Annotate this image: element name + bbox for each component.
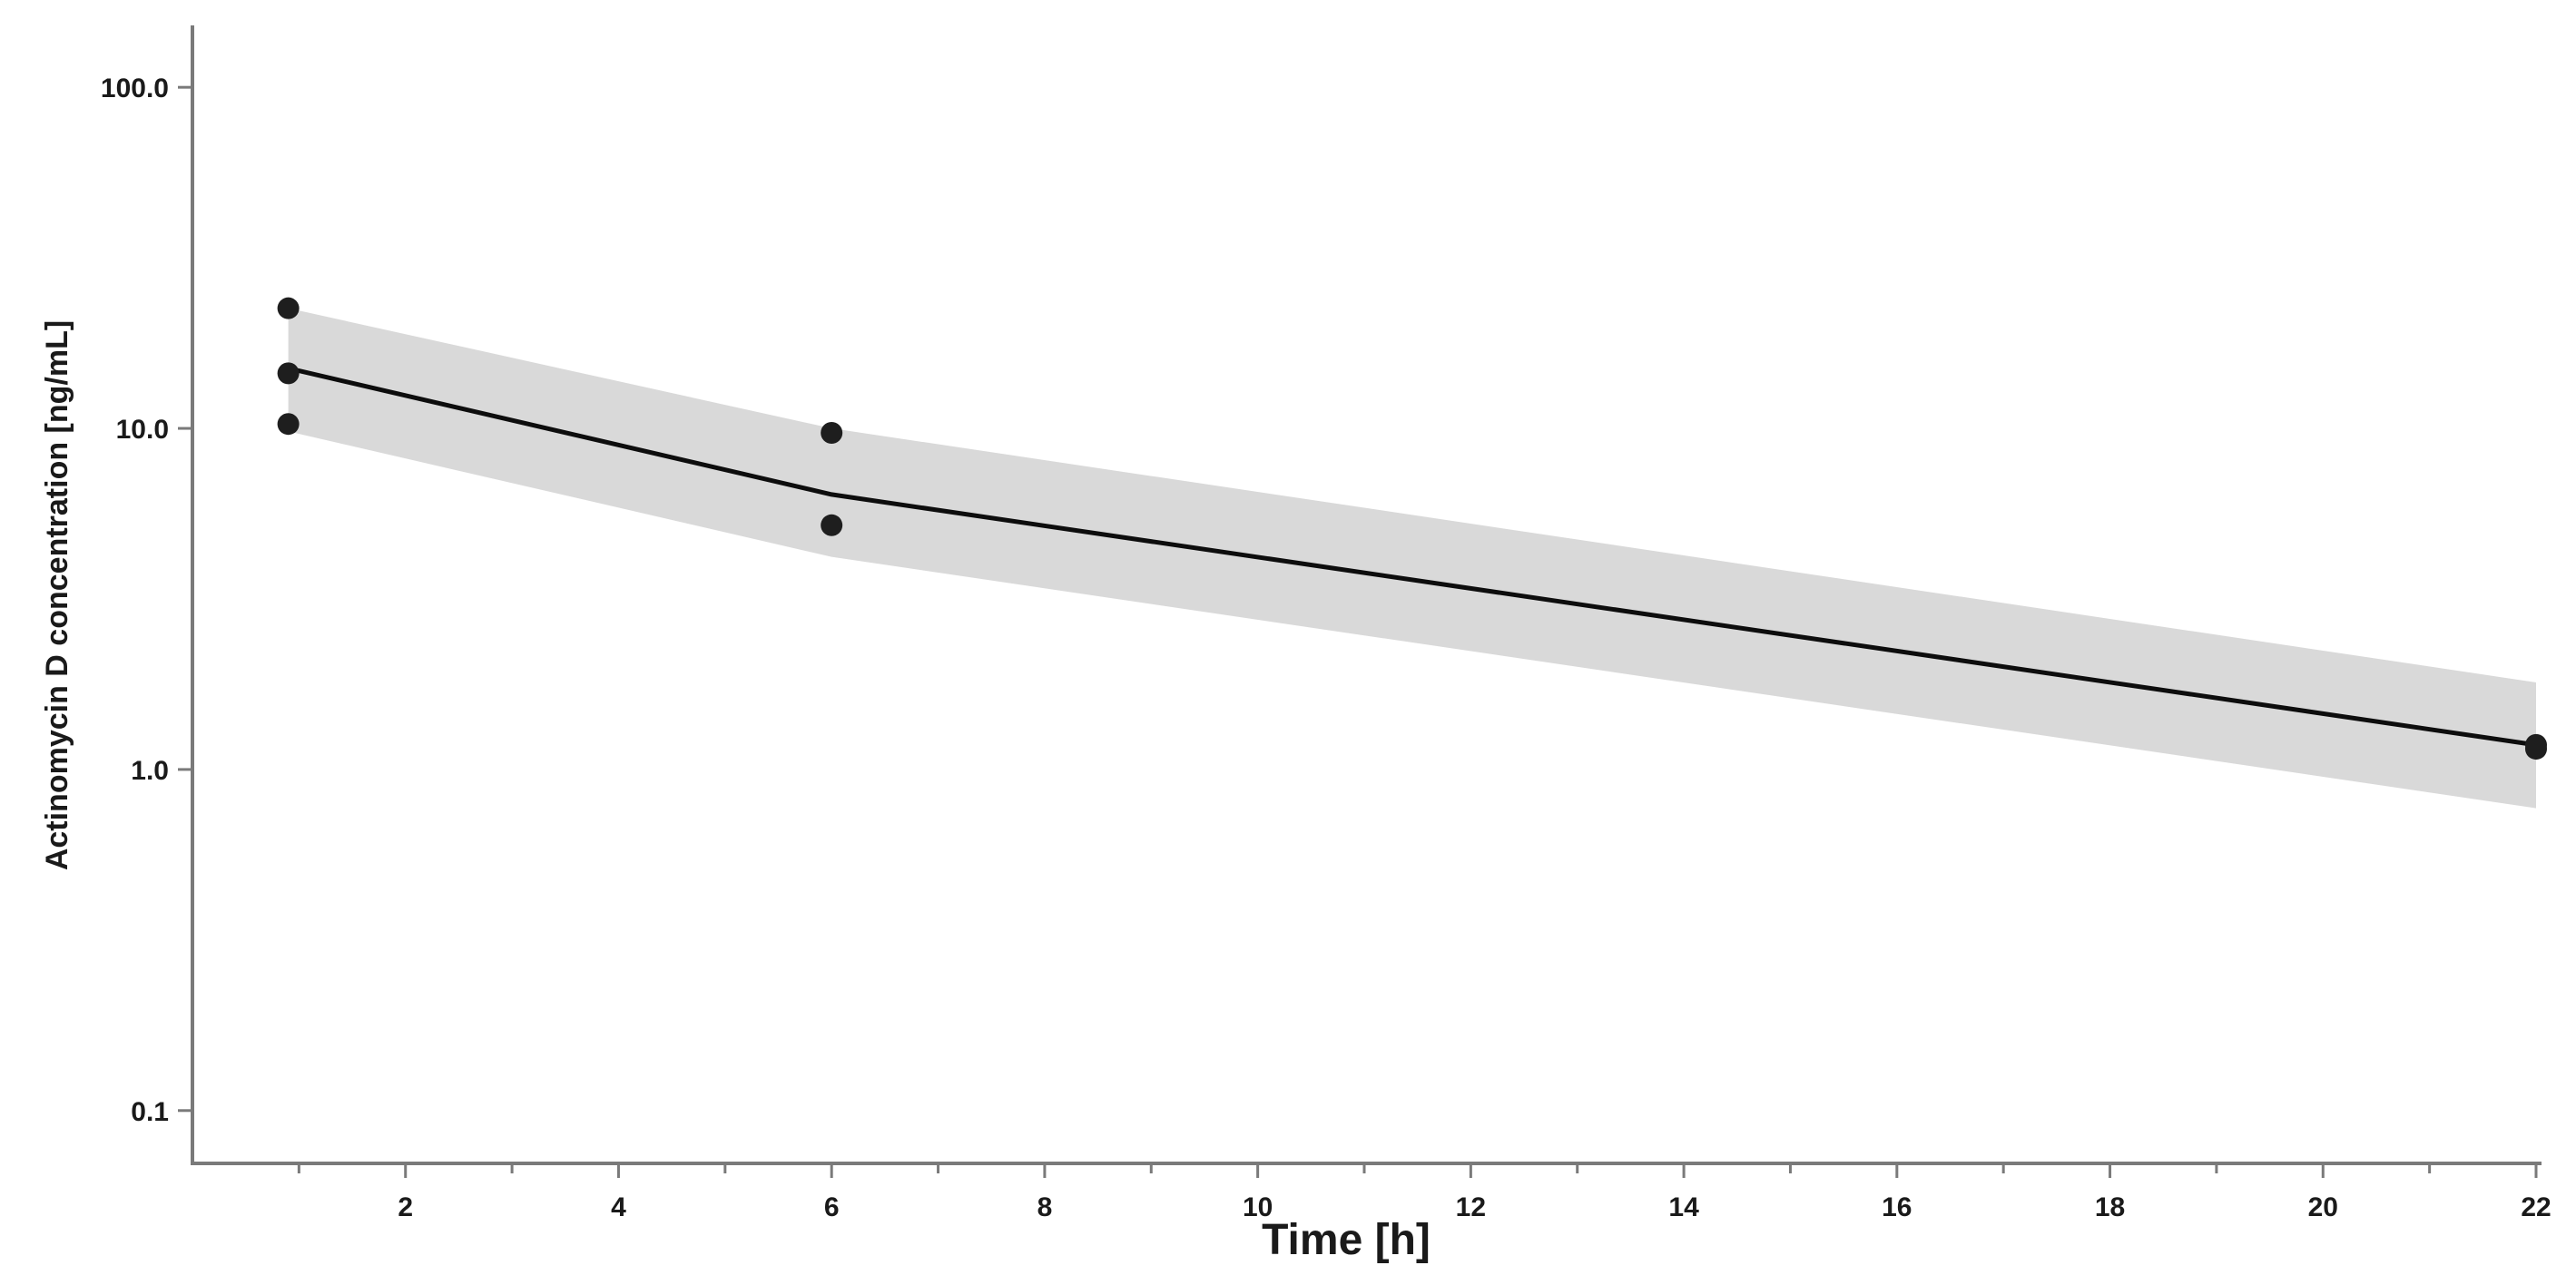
x-tick-label: 22 bbox=[2521, 1192, 2551, 1222]
confidence-band-layer bbox=[288, 308, 2537, 809]
y-axis-title: Actinomycin D concentration [ng/mL] bbox=[40, 320, 74, 870]
x-tick-label: 12 bbox=[1456, 1192, 1486, 1222]
x-tick-label: 4 bbox=[611, 1192, 626, 1222]
x-tick-label: 14 bbox=[1668, 1192, 1699, 1222]
observation-points bbox=[277, 297, 2547, 760]
x-tick-label: 6 bbox=[824, 1192, 840, 1222]
prediction-line bbox=[288, 366, 2537, 748]
x-tick-label: 20 bbox=[2308, 1192, 2338, 1222]
y-tick-label: 1.0 bbox=[131, 756, 169, 786]
observation-point bbox=[277, 362, 300, 385]
x-tick-label: 16 bbox=[1882, 1192, 1912, 1222]
y-tick-label: 10.0 bbox=[116, 415, 169, 445]
x-tick-label: 8 bbox=[1037, 1192, 1053, 1222]
x-tick-label: 10 bbox=[1243, 1192, 1273, 1222]
observation-point bbox=[2525, 738, 2547, 760]
observation-point bbox=[277, 413, 300, 436]
prediction-line-layer bbox=[288, 366, 2537, 748]
y-tick-label: 100.0 bbox=[101, 74, 169, 103]
x-axis-title: Time [h] bbox=[1262, 1216, 1431, 1264]
observation-point bbox=[821, 514, 843, 536]
observation-point bbox=[821, 422, 843, 445]
x-tick-label: 2 bbox=[398, 1192, 413, 1222]
x-tick-label: 18 bbox=[2095, 1192, 2125, 1222]
confidence-band bbox=[288, 308, 2537, 809]
axes bbox=[178, 25, 2542, 1178]
tick-labels: 2 4 6 8 10 12 14 16 18 20 22 0.1 1.0 10.0 100.0 bbox=[101, 74, 2551, 1222]
observation-point bbox=[277, 297, 300, 319]
y-tick-label: 0.1 bbox=[131, 1097, 169, 1127]
